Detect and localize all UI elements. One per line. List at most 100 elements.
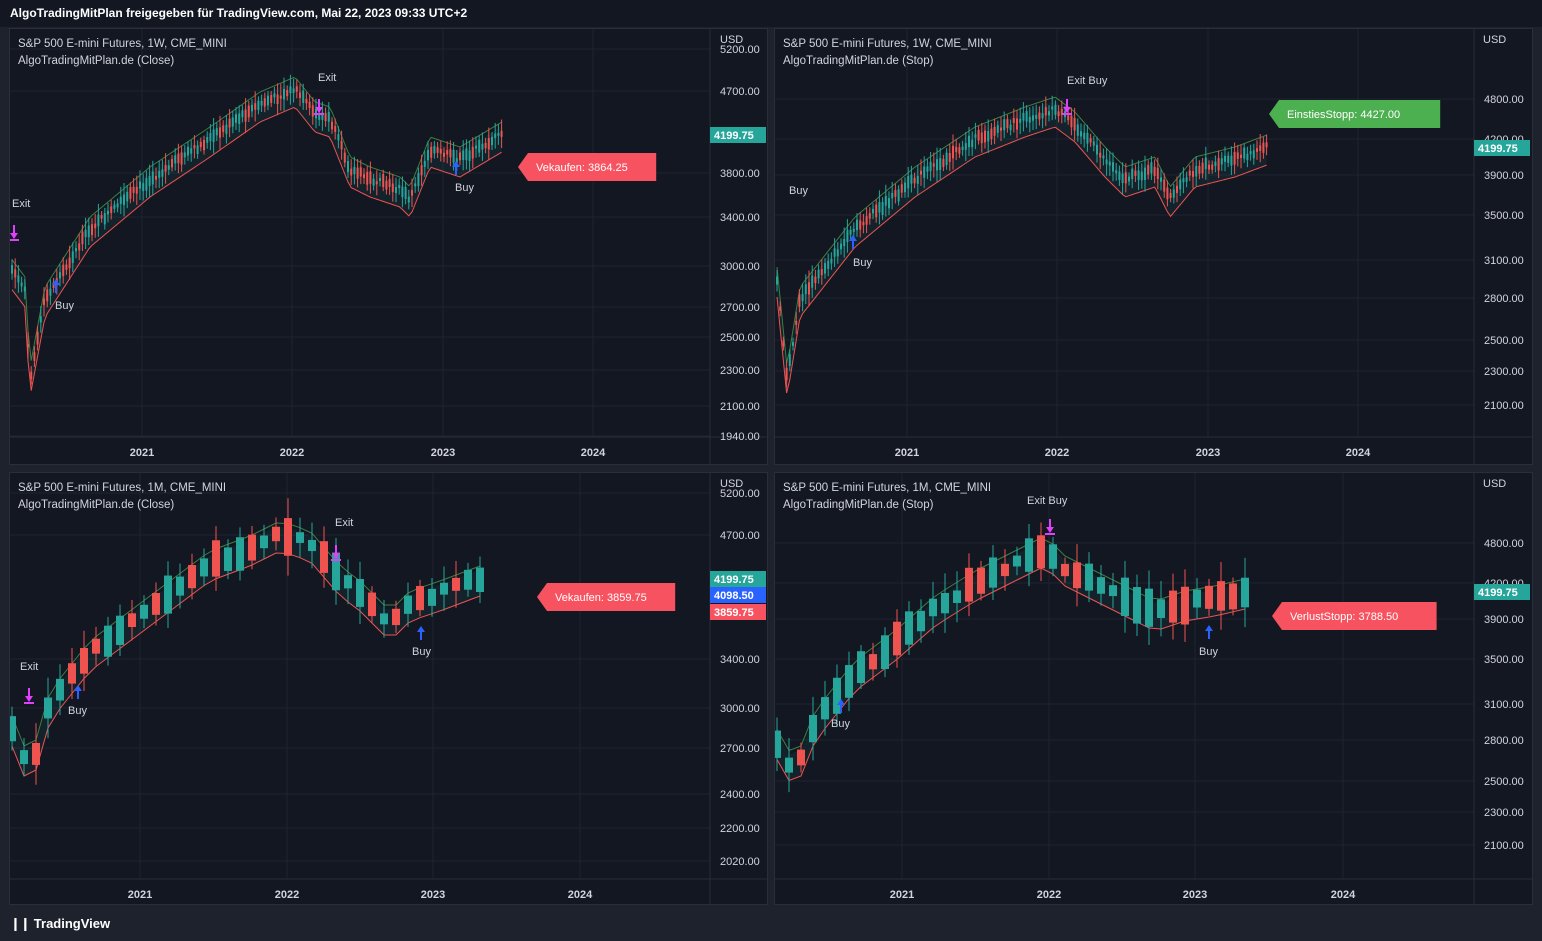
candle-body [462,150,465,161]
panel-title-block: S&P 500 E-mini Futures, 1W, CME_MINI Alg… [18,36,227,70]
candle-body [296,532,304,543]
candle-body [1096,144,1098,155]
price-tick-label: 2800.00 [1484,293,1524,305]
candle-body [212,129,215,143]
candle-body [987,131,990,142]
candle-body [1128,176,1130,182]
candle-body [43,298,45,306]
price-tick-label: 3800.00 [720,168,760,180]
candle-body [190,148,193,154]
candle-body [375,181,378,185]
candle-body [476,567,484,592]
candle-body [391,183,394,193]
candle-body [1192,171,1194,177]
candle-body [356,167,359,179]
candle-body [1073,562,1081,589]
candle-body [923,166,926,178]
candle-body [107,210,109,215]
price-tick-label: 3900.00 [1484,614,1524,626]
candle-body [1108,161,1111,166]
candle-body [1089,138,1092,143]
chart-panel-weekly-close[interactable]: 5200.00 4700.00 3800.00 3400.00 3000.00 2700.… [9,28,768,465]
candle-body [283,88,285,100]
exit-arrowhead-icon [25,696,33,702]
buy-arrowhead-icon [1205,625,1213,631]
candle-body [68,663,76,684]
price-tick-label: 5200.00 [720,488,760,500]
candle-body [1038,112,1041,120]
candle-body [215,128,218,136]
price-tick-label: 2020.00 [720,856,760,868]
panel-title-block: S&P 500 E-mini Futures, 1M, CME_MINI Alg… [18,480,226,514]
price-tick-label: 2700.00 [720,302,760,314]
candle-body [27,343,29,348]
candle-body [302,90,305,104]
candle-body [318,114,321,120]
candle-body [439,148,442,154]
signal-callout-label: EinstiesStopp: 4427.00 [1287,109,1400,121]
candle-body [1073,118,1076,131]
candle-body [193,145,196,149]
candle-body [164,165,167,172]
chart-panel-weekly-stop[interactable]: 4800.004200.003900.003500.003100.002800.… [774,28,1533,465]
candle-body [311,105,314,117]
candle-body [104,625,112,657]
candle-body [385,180,388,190]
candle-body [161,169,164,177]
candle-body [209,133,212,142]
candle-body [1249,151,1252,155]
time-tick-label: 2023 [1183,889,1207,901]
candle-body [334,126,337,132]
candle-body [332,552,340,591]
candle-body [224,547,232,571]
candle-body [1179,179,1182,190]
share-header: AlgoTradingMitPlan freigegeben für Tradi… [0,0,1542,27]
candle-body [411,190,413,196]
candle-body [116,203,119,208]
candle-body [953,590,961,603]
candle-body [62,264,65,277]
price-tag-label: 4098.50 [714,590,754,602]
candle-body [974,134,977,138]
candle-body [49,288,52,296]
price-tag-box [710,127,766,143]
candle-body [350,168,353,176]
candle-body [1022,112,1025,121]
candle-body [891,192,894,199]
candle-body [203,139,205,151]
price-chart[interactable]: 5200.00 4700.00 3800.00 3400.00 3000.00 2700.… [10,29,768,465]
candle-body [176,576,184,596]
price-tick-label: 2100.00 [1484,840,1524,852]
candle-body [904,182,906,193]
buy-arrowhead-icon [52,279,60,285]
candle-body [989,557,997,588]
price-tag-box [710,587,766,603]
candle-body [827,260,830,269]
signal-marker-label: Exit [12,198,30,210]
candle-body [929,598,937,617]
candle-body [1012,117,1015,124]
candle-body [964,143,967,150]
time-tick-label: 2023 [431,447,455,459]
candle-body [788,354,791,366]
candle-body [254,103,257,110]
chart-panel-monthly-close[interactable]: 5200.00 4700.00 3400.00 3000.00 2700.00 2400.… [9,472,768,905]
price-chart[interactable]: 4800.004200.003900.003500.003100.002800.… [775,473,1533,905]
price-chart[interactable]: 5200.00 4700.00 3400.00 3000.00 2700.00 2400.… [10,473,768,905]
candle-body [244,109,247,122]
candle-body [1224,155,1226,162]
candle-body [1025,538,1033,572]
candle-body [884,195,887,206]
candle-body [977,129,980,141]
price-tick-label: 2500.00 [1484,776,1524,788]
chart-panel-monthly-stop[interactable]: 4800.004200.003900.003500.003100.002800.… [774,472,1533,905]
signal-marker-label: Exit [335,517,353,529]
exit-arrowhead-icon [10,233,18,239]
candle-body [235,114,237,123]
candle-body [775,730,781,758]
price-chart[interactable]: 4800.004200.003900.003500.003100.002800.… [775,29,1533,465]
candle-body [152,593,160,615]
candle-body [180,152,183,165]
candle-body [1048,111,1050,116]
candle-body [388,179,391,187]
